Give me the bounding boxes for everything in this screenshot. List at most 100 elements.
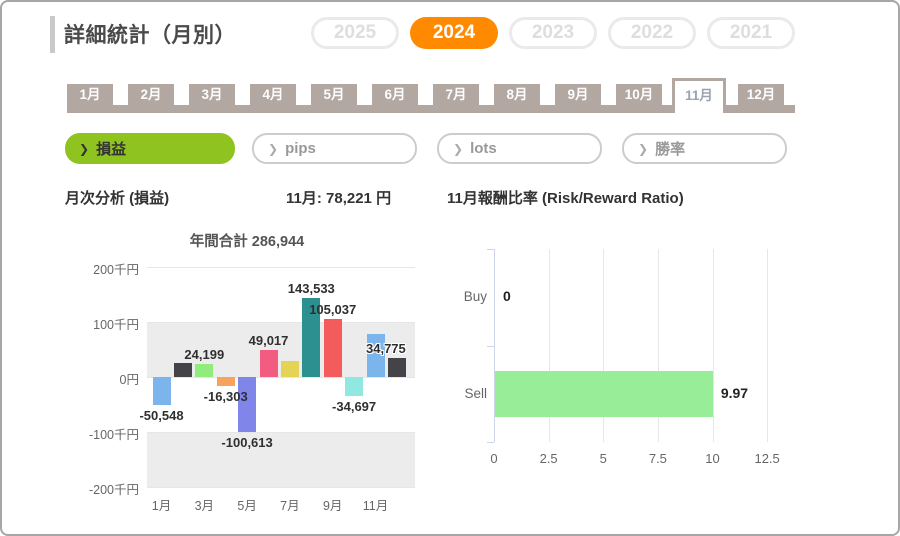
bar-label-3月: 24,199 — [184, 346, 225, 362]
filter-row: ❯ 損益 ❯ pips ❯ lots ❯ 勝率 — [65, 133, 805, 164]
filter-label: 損益 — [96, 141, 127, 158]
x-axis-label: 7月 — [280, 499, 300, 513]
bar-sell — [495, 371, 713, 417]
gridline — [147, 432, 415, 433]
tab-8月[interactable]: 8月 — [494, 84, 540, 105]
bar-8月 — [302, 298, 321, 377]
axis-tick — [487, 345, 494, 347]
bar-11月 — [366, 333, 385, 377]
risk-reward-title: 11月報酬比率 (Risk/Reward Ratio) — [447, 190, 684, 207]
gridline — [657, 249, 659, 442]
filter-勝率[interactable]: ❯ 勝率 — [622, 133, 787, 164]
year-pill-2021[interactable]: 2021 — [707, 17, 795, 49]
gridline — [147, 267, 415, 268]
risk-reward-chart: Buy 0 Sell 9.97 0 2.5 5 7.5 10 12.5 — [447, 234, 832, 484]
bar-6月 — [259, 350, 278, 377]
month-tabs: 1月 2月 3月 4月 5月 6月 7月 8月 9月 10月 11月 12月 — [67, 78, 807, 114]
tab-5月[interactable]: 5月 — [311, 84, 357, 105]
year-selector: 2025 2024 2023 2022 2021 — [311, 17, 795, 49]
value-label-buy: 0 — [503, 288, 511, 304]
x-axis-label: 3月 — [194, 499, 215, 513]
tab-3月[interactable]: 3月 — [189, 84, 235, 105]
x-axis-label: 1月 — [151, 499, 172, 513]
tab-12月[interactable]: 12月 — [738, 84, 784, 105]
y-axis-label: 200千円 — [93, 263, 139, 277]
gridline — [712, 249, 714, 442]
y-axis-label: -100千円 — [88, 428, 139, 442]
x-axis-label: 5 — [599, 451, 607, 466]
y-axis-label: 0円 — [119, 373, 139, 387]
monthly-analysis-title: 月次分析 (損益) — [65, 190, 170, 207]
chevron-right-icon: ❯ — [638, 141, 649, 156]
x-axis-label: 0 — [490, 451, 498, 466]
bar-3月 — [195, 363, 214, 377]
gridline — [603, 249, 605, 442]
page-title: 詳細統計（月別） — [64, 24, 236, 47]
title-accent-bar — [50, 16, 55, 53]
axis-tick — [487, 442, 494, 443]
tab-7月[interactable]: 7月 — [433, 84, 479, 105]
bar-label-6月: 49,017 — [248, 333, 289, 349]
bar-5月 — [238, 377, 257, 433]
bar-4月 — [216, 377, 235, 386]
filter-label: lots — [470, 140, 497, 157]
tab-11月[interactable]: 11月 — [672, 78, 726, 113]
bar-12月 — [387, 357, 406, 377]
annual-total-title: 年間合計 286,944 — [189, 234, 305, 250]
section-headers: 月次分析 (損益) 11月: 78,221 円 11月報酬比率 (Risk/Re… — [2, 187, 898, 207]
bar-7月 — [280, 360, 299, 377]
gridline — [147, 487, 415, 488]
axis-tick — [487, 249, 494, 250]
gridline — [147, 322, 415, 323]
filter-label: 勝率 — [655, 141, 686, 158]
bar-label-8月: 143,533 — [287, 281, 335, 297]
x-axis-label: 7.5 — [648, 451, 667, 466]
gridline — [147, 377, 415, 378]
value-label-sell: 9.97 — [720, 385, 749, 401]
tab-9月[interactable]: 9月 — [555, 84, 601, 105]
filter-損益[interactable]: ❯ 損益 — [65, 133, 235, 164]
chevron-right-icon: ❯ — [268, 141, 279, 156]
bar-label-9月: 105,037 — [309, 302, 357, 318]
x-axis-label: 11月 — [362, 499, 389, 513]
x-axis-label: 5月 — [237, 499, 257, 513]
category-label-sell: Sell — [464, 386, 487, 401]
x-axis-label: 10 — [705, 451, 720, 466]
bar-label-10月: -34,697 — [332, 399, 377, 415]
category-label-buy: Buy — [463, 289, 487, 304]
tab-10月[interactable]: 10月 — [616, 84, 662, 105]
gridline — [767, 249, 769, 442]
monthly-pl-plot: 200千円 100千円 0円 -100千円 -200千円 -50,548 24,199 -16… — [77, 230, 417, 526]
gridline — [548, 249, 550, 442]
filter-lots[interactable]: ❯ lots — [437, 133, 602, 164]
chevron-right-icon: ❯ — [79, 141, 90, 156]
tab-6月[interactable]: 6月 — [372, 84, 418, 105]
year-pill-2023[interactable]: 2023 — [509, 17, 597, 49]
tab-1月[interactable]: 1月 — [67, 84, 113, 105]
year-pill-2024[interactable]: 2024 — [410, 17, 498, 49]
y-axis-label: -200千円 — [88, 483, 139, 497]
tab-4月[interactable]: 4月 — [250, 84, 296, 105]
bar-10月 — [345, 377, 364, 397]
plot-band — [147, 432, 415, 487]
bar-1月 — [152, 377, 171, 405]
filter-label: pips — [285, 140, 316, 157]
year-pill-2022[interactable]: 2022 — [608, 17, 696, 49]
tab-2月[interactable]: 2月 — [128, 84, 174, 105]
x-axis-label: 9月 — [322, 499, 343, 513]
bar-label-1月: -50,548 — [139, 407, 184, 423]
month-total-value: 11月: 78,221 円 — [286, 190, 392, 207]
x-axis-label: 12.5 — [754, 451, 780, 466]
monthly-pl-chart: 年間合計 286,944 200千円 100千円 0円 -100千円 -200千円 -50… — [77, 230, 417, 526]
chevron-right-icon: ❯ — [453, 141, 464, 156]
year-pill-2025[interactable]: 2025 — [311, 17, 399, 49]
bar-2月 — [173, 363, 192, 377]
bar-label-4月: -16,303 — [203, 388, 248, 404]
risk-reward-plot: Buy 0 Sell 9.97 0 2.5 5 7.5 10 12.5 — [447, 234, 832, 484]
filter-pips[interactable]: ❯ pips — [252, 133, 417, 164]
x-axis-label: 2.5 — [539, 451, 558, 466]
y-axis-label: 100千円 — [93, 318, 139, 332]
bar-label-12月: 34,775 — [366, 340, 406, 356]
tab-underline — [67, 105, 795, 113]
